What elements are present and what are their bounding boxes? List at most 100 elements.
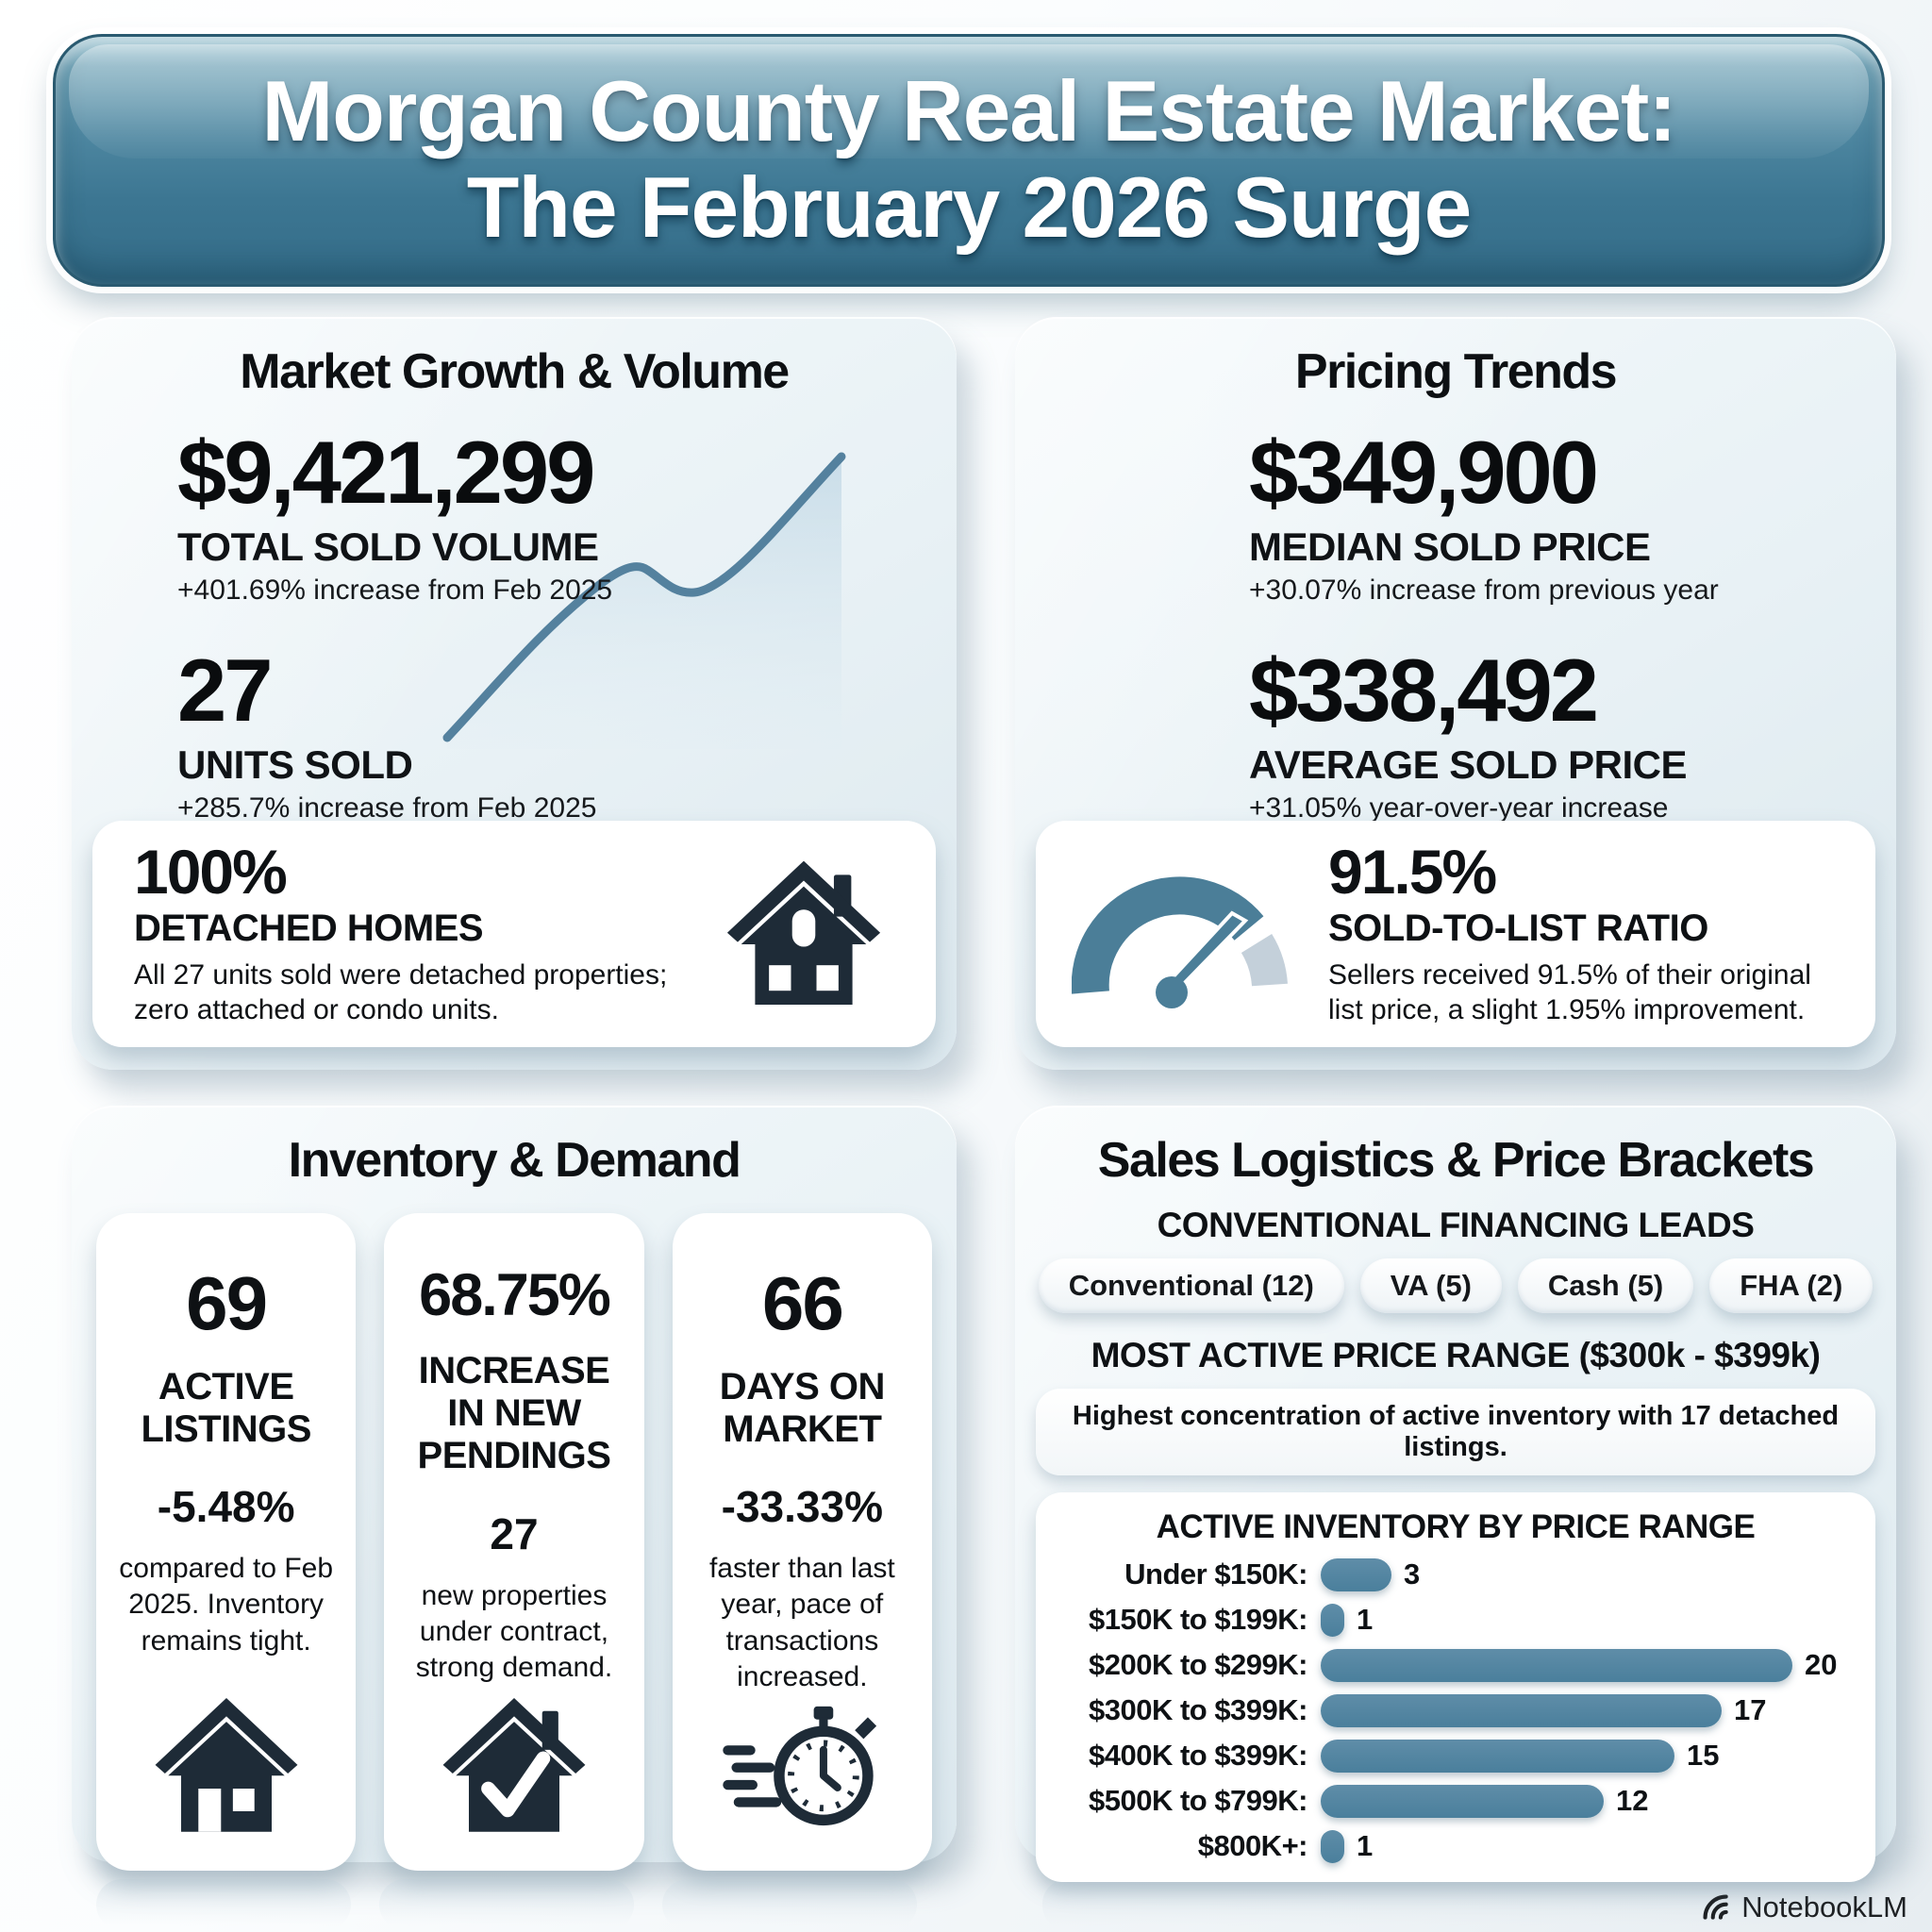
stat-value: $338,492 (1249, 641, 1599, 740)
stat-value: 27 (177, 641, 274, 740)
inventory-bar-chart: ACTIVE INVENTORY BY PRICE RANGE Under $1… (1036, 1492, 1875, 1882)
card-inventory-title: Inventory & Demand (288, 1133, 741, 1188)
bar-value: 3 (1404, 1557, 1421, 1591)
card-pricing-trends: Pricing Trends $349,900 MEDIAN SOLD PRIC… (1015, 317, 1896, 1070)
bar-row: $150K to $199K: 1 (1060, 1603, 1851, 1637)
bar (1321, 1829, 1344, 1863)
house-icon (155, 1697, 298, 1832)
bar-value: 20 (1805, 1648, 1838, 1681)
stat-total-sold-volume: $9,421,299 TOTAL SOLD VOLUME +401.69% in… (177, 428, 957, 607)
inventory-col-days-on-market: 66 DAYS ON MARKET -33.33% faster than la… (672, 1213, 932, 1871)
bar-row: $400K to $399K: 15 (1060, 1739, 1851, 1773)
pill-conventional: Conventional (12) (1038, 1258, 1344, 1313)
stat-note: +401.69% increase from Feb 2025 (177, 575, 613, 606)
card-pricing-title: Pricing Trends (1294, 344, 1618, 399)
bar-label: $800K+: (1197, 1829, 1308, 1862)
bar-label: $300K to $399K: (1088, 1693, 1308, 1726)
trend-line-chart (442, 452, 846, 749)
highlight-description: All 27 units sold were detached properti… (134, 958, 668, 1026)
bar-value: 1 (1357, 1603, 1374, 1636)
card-sales-logistics: Sales Logistics & Price Brackets CONVENT… (1015, 1106, 1896, 1882)
highlight-value: 100% (134, 836, 288, 907)
stat-median-sold-price: $349,900 MEDIAN SOLD PRICE +30.07% incre… (1249, 428, 1896, 607)
price-range-note: Highest concentration of active inventor… (1036, 1389, 1875, 1475)
col-label: DAYS ON MARKET (719, 1366, 886, 1451)
bar (1321, 1648, 1792, 1682)
stat-value: $9,421,299 (177, 423, 595, 522)
col-value: 66 (761, 1261, 844, 1345)
gauge-icon (1072, 876, 1288, 1008)
card-market-growth: Market Growth & Volume $9,421,299 TOTAL … (72, 317, 957, 1070)
house-check-icon (442, 1697, 586, 1832)
page-title: Morgan County Real Estate Market: The Fe… (56, 37, 1882, 284)
bar-value: 17 (1734, 1693, 1767, 1726)
sold-to-list-highlight: 91.5% SOLD-TO-LIST RATIO Sellers receive… (1036, 821, 1875, 1047)
bar (1321, 1557, 1391, 1591)
col-change: 27 (490, 1508, 539, 1558)
col-description: faster than last year, pace of transacti… (708, 1553, 895, 1692)
price-range-heading: MOST ACTIVE PRICE RANGE ($300k - $399k) (1091, 1336, 1821, 1374)
stat-label: UNITS SOLD (177, 742, 413, 787)
bar-label: $150K to $199K: (1088, 1603, 1308, 1636)
bar-value: 1 (1357, 1829, 1374, 1862)
stat-note: +31.05% year-over-year increase (1249, 792, 1669, 824)
notebooklm-watermark: NotebookLM (1699, 1890, 1907, 1924)
stat-average-sold-price: $338,492 AVERAGE SOLD PRICE +31.05% year… (1249, 646, 1896, 824)
bar (1321, 1693, 1722, 1727)
card-market-title: Market Growth & Volume (240, 344, 790, 399)
reflection-strip (1042, 1879, 1873, 1930)
highlight-description: Sellers received 91.5% of their original… (1328, 958, 1811, 1026)
bar-label: $400K to $399K: (1088, 1739, 1308, 1772)
bar-value: 12 (1616, 1784, 1649, 1817)
notebooklm-icon (1703, 1894, 1728, 1920)
pill-cash: Cash (5) (1517, 1258, 1694, 1313)
financing-pills: Conventional (12) VA (5) Cash (5) FHA (2… (1015, 1258, 1896, 1313)
bar-row: $800K+: 1 (1060, 1829, 1851, 1863)
col-label: INCREASE IN NEW PENDINGS (417, 1350, 611, 1477)
col-change: -33.33% (721, 1482, 883, 1532)
bar (1321, 1739, 1674, 1773)
highlight-label: SOLD-TO-LIST RATIO (1328, 907, 1708, 949)
stat-label: TOTAL SOLD VOLUME (177, 525, 599, 569)
inventory-col-new-pendings: 68.75% INCREASE IN NEW PENDINGS 27 new p… (384, 1213, 644, 1871)
stopwatch-icon (723, 1706, 877, 1825)
stat-note: +285.7% increase from Feb 2025 (177, 792, 597, 824)
pill-fha: FHA (2) (1709, 1258, 1874, 1313)
col-label: ACTIVE LISTINGS (141, 1366, 311, 1451)
col-description: new properties under contract, strong de… (415, 1579, 613, 1683)
reflection-strip (379, 1879, 634, 1930)
col-description: compared to Feb 2025. Inventory remains … (119, 1553, 334, 1657)
bar-row: Under $150K: 3 (1060, 1557, 1851, 1591)
detached-homes-highlight: 100% DETACHED HOMES All 27 units sold we… (92, 821, 936, 1047)
bar-value: 15 (1687, 1739, 1720, 1772)
inventory-col-active-listings: 69 ACTIVE LISTINGS -5.48% compared to Fe… (96, 1213, 357, 1871)
stat-note: +30.07% increase from previous year (1249, 575, 1719, 606)
pill-va: VA (5) (1359, 1258, 1502, 1313)
col-change: -5.48% (157, 1482, 295, 1532)
bar-row: $500K to $799K: 12 (1060, 1784, 1851, 1818)
reflection-strip (662, 1879, 917, 1930)
bar-label: Under $150K: (1124, 1557, 1307, 1591)
col-value: 69 (186, 1261, 268, 1345)
reflection-strip (96, 1879, 351, 1930)
bar-row: $200K to $299K: 20 (1060, 1648, 1851, 1682)
bar-label: $500K to $799K: (1088, 1784, 1308, 1817)
card-sales-title: Sales Logistics & Price Brackets (1097, 1133, 1815, 1188)
bar-chart-title: ACTIVE INVENTORY BY PRICE RANGE (1156, 1508, 1756, 1545)
col-value: 68.75% (419, 1262, 611, 1328)
stat-label: AVERAGE SOLD PRICE (1249, 742, 1687, 787)
page-title-line2: The February 2026 Surge (466, 160, 1472, 256)
financing-heading: CONVENTIONAL FINANCING LEADS (1157, 1206, 1755, 1244)
highlight-label: DETACHED HOMES (134, 907, 484, 949)
house-icon (726, 860, 881, 1005)
bar (1321, 1603, 1344, 1637)
highlight-value: 91.5% (1328, 836, 1497, 907)
brand-label: NotebookLM (1741, 1890, 1907, 1924)
stat-label: MEDIAN SOLD PRICE (1249, 525, 1651, 569)
stat-units-sold: 27 UNITS SOLD +285.7% increase from Feb … (177, 646, 957, 824)
page-title-line1: Morgan County Real Estate Market: (261, 64, 1676, 160)
bar-label: $200K to $299K: (1088, 1648, 1308, 1681)
bar (1321, 1784, 1604, 1818)
card-inventory-demand: Inventory & Demand 69 ACTIVE LISTINGS -5… (72, 1106, 957, 1871)
